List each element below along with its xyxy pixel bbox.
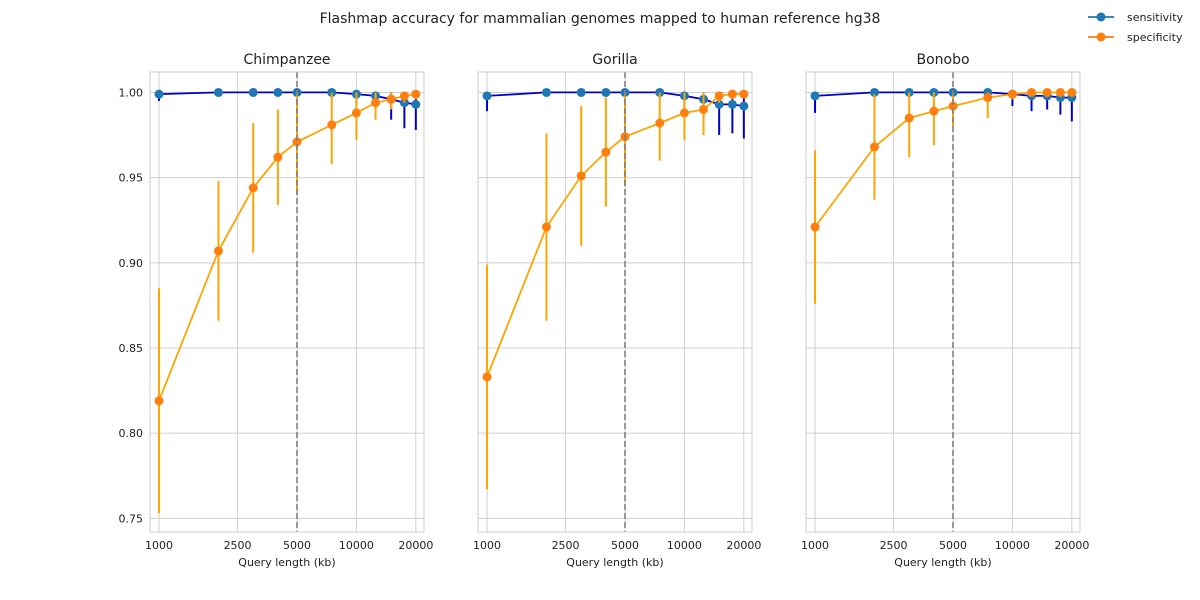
legend-label-sensitivity: sensitivity (1127, 11, 1184, 24)
panel-chimpanzee: 1000 2500 5000 10000 20000 0.75 0.80 0.85 0.90 0.… (119, 52, 434, 569)
y-tick-label: 0.80 (119, 427, 144, 440)
point-specificity (601, 147, 611, 157)
x-tick-label: 20000 (1054, 539, 1089, 552)
x-tick-label: 5000 (939, 539, 967, 552)
point-specificity (541, 222, 551, 232)
x-tick-label: 1000 (145, 539, 173, 552)
point-specificity (327, 120, 337, 130)
point-specificity (983, 93, 993, 103)
point-specificity (699, 104, 709, 114)
plot-frame (805, 71, 1081, 533)
x-tick-label: 10000 (339, 539, 374, 552)
point-specificity (1042, 87, 1052, 97)
point-sensitivity (869, 87, 879, 97)
point-specificity (1055, 87, 1065, 97)
point-specificity (248, 183, 258, 193)
legend-label-specificity: specificity (1127, 31, 1183, 44)
point-specificity (213, 246, 223, 256)
point-sensitivity (714, 99, 724, 109)
x-tick-label: 1000 (801, 539, 829, 552)
point-specificity (273, 152, 283, 162)
panel-title: Chimpanzee (243, 52, 330, 68)
x-tick-label: 5000 (283, 539, 311, 552)
x-tick-label: 2500 (224, 539, 252, 552)
point-sensitivity (810, 91, 820, 101)
point-sensitivity (482, 91, 492, 101)
legend-entry-specificity: specificity (1088, 31, 1183, 44)
panel-title: Gorilla (592, 52, 637, 68)
y-tick-label: 0.90 (119, 257, 144, 270)
figure-suptitle: Flashmap accuracy for mammalian genomes … (320, 11, 881, 27)
point-specificity (399, 91, 409, 101)
legend-marker-specificity (1096, 32, 1106, 42)
point-specificity (292, 137, 302, 147)
point-specificity (482, 372, 492, 382)
y-tick-label: 1.00 (119, 86, 144, 99)
legend-marker-sensitivity (1096, 12, 1106, 22)
plot-area (478, 72, 752, 532)
point-specificity (679, 108, 689, 118)
point-specificity (727, 89, 737, 99)
panel-bonobo: 1000 2500 5000 10000 20000 Bonobo Query length… (801, 52, 1089, 569)
plot-area (150, 72, 424, 532)
plot-frame (477, 71, 753, 533)
x-tick-label: 20000 (398, 539, 433, 552)
point-specificity (810, 222, 820, 232)
plot-frame (149, 71, 425, 533)
x-tick-label: 1000 (473, 539, 501, 552)
point-specificity (351, 108, 361, 118)
point-sensitivity (411, 99, 421, 109)
point-sensitivity (739, 101, 749, 111)
plot-area (806, 72, 1080, 532)
point-sensitivity (273, 87, 283, 97)
point-specificity (1027, 87, 1037, 97)
x-tick-label: 2500 (880, 539, 908, 552)
point-sensitivity (248, 87, 258, 97)
point-specificity (576, 171, 586, 181)
x-tick-label: 20000 (726, 539, 761, 552)
point-specificity (904, 113, 914, 123)
point-specificity (371, 98, 381, 108)
x-axis-label: Query length (kb) (566, 556, 663, 569)
point-sensitivity (601, 87, 611, 97)
panel-gorilla: 1000 2500 5000 10000 20000 Gorilla Query lengt… (473, 52, 761, 569)
y-tick-label: 0.85 (119, 342, 144, 355)
y-tick-label: 0.95 (119, 172, 144, 185)
x-tick-label: 10000 (995, 539, 1030, 552)
point-sensitivity (727, 99, 737, 109)
point-specificity (948, 101, 958, 111)
y-tick-label: 0.75 (119, 512, 144, 525)
legend-entry-sensitivity: sensitivity (1088, 11, 1184, 24)
point-specificity (655, 118, 665, 128)
panel-title: Bonobo (916, 52, 969, 68)
point-specificity (1007, 89, 1017, 99)
point-sensitivity (154, 89, 164, 99)
subplots: 1000 2500 5000 10000 20000 0.75 0.80 0.85 0.90 0.… (119, 52, 1090, 569)
point-specificity (929, 106, 939, 116)
point-sensitivity (576, 87, 586, 97)
x-axis-label: Query length (kb) (894, 556, 991, 569)
point-specificity (386, 94, 396, 104)
x-tick-label: 2500 (552, 539, 580, 552)
point-specificity (154, 396, 164, 406)
legend: sensitivity specificity (1088, 11, 1184, 44)
point-sensitivity (213, 87, 223, 97)
point-specificity (1067, 87, 1077, 97)
point-sensitivity (541, 87, 551, 97)
x-tick-label: 10000 (667, 539, 702, 552)
point-specificity (714, 91, 724, 101)
point-specificity (411, 89, 421, 99)
point-specificity (869, 142, 879, 152)
x-tick-label: 5000 (611, 539, 639, 552)
x-axis-label: Query length (kb) (238, 556, 335, 569)
point-specificity (739, 89, 749, 99)
